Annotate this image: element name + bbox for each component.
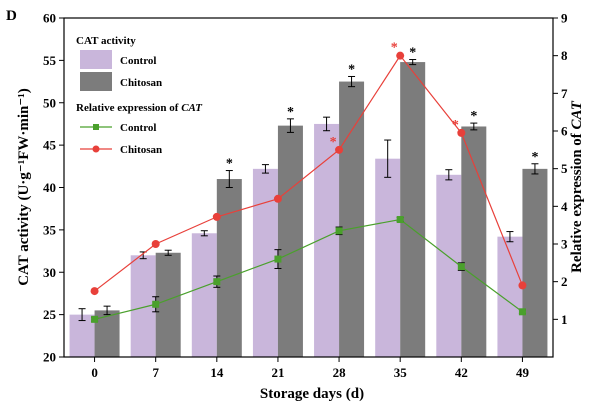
bar-chitosan-14-significance: * <box>226 157 233 172</box>
y2-axis-title-text: Relative expression of <box>569 129 585 272</box>
y-tick-label-55: 55 <box>43 53 57 68</box>
y2-tick-label-8: 8 <box>561 48 568 63</box>
y-tick-label-40: 40 <box>43 180 56 195</box>
line-control-path <box>94 218 523 320</box>
legend-bar-chitosan-swatch <box>80 72 112 91</box>
x-tick-label-28: 28 <box>333 365 347 380</box>
y-tick-label-25: 25 <box>43 307 57 322</box>
point-chitosan-42-significance: * <box>452 118 459 133</box>
bar-control-42 <box>436 174 462 357</box>
point-chitosan-7 <box>151 240 160 248</box>
bar-chitosan-0 <box>94 310 120 357</box>
bar-chitosan-35 <box>400 62 426 357</box>
x-tick-label-35: 35 <box>394 365 408 380</box>
y2-axis-title: Relative expression of CAT <box>569 100 585 273</box>
bar-chitosan-28-significance: * <box>348 62 355 77</box>
point-chitosan-21 <box>273 194 282 203</box>
lines-layer: * * * <box>90 41 527 323</box>
legend-lines-title: Relative expression of CAT <box>76 102 203 114</box>
bar-chitosan-49-significance: * <box>531 150 538 165</box>
line-chitosan-path <box>94 54 523 292</box>
bar-control-21 <box>252 168 278 357</box>
point-control-21 <box>274 255 282 263</box>
bar-chitosan-49 <box>522 168 548 357</box>
point-chitosan-14 <box>212 212 221 221</box>
y-tick-label-35: 35 <box>43 222 57 237</box>
x-tick-label-7: 7 <box>152 365 159 380</box>
bar-control-35 <box>375 158 401 357</box>
y-tick-label-60: 60 <box>43 11 56 26</box>
legend-bars-title: CAT activity <box>76 35 136 47</box>
legend-line-control-label: Control <box>120 122 156 134</box>
bars-layer: * * * * * * <box>69 46 548 357</box>
point-chitosan-0 <box>90 287 99 296</box>
legend-bar-control-label: Control <box>120 55 156 67</box>
bar-control-14 <box>191 233 217 357</box>
bar-control-7 <box>130 255 156 357</box>
x-tick-label-0: 0 <box>91 365 98 380</box>
point-chitosan-35 <box>396 51 405 60</box>
point-chitosan-49 <box>518 281 527 290</box>
bar-chitosan-35-significance: * <box>409 46 416 61</box>
bar-chitosan-42 <box>461 126 487 357</box>
point-control-0 <box>91 315 99 323</box>
y2-tick-label-2: 2 <box>561 274 568 289</box>
point-chitosan-28 <box>335 145 344 154</box>
y-tick-label-50: 50 <box>43 95 56 110</box>
point-chitosan-35-significance: * <box>391 41 398 56</box>
legend-bar-chitosan-label: Chitosan <box>120 77 162 89</box>
bar-chitosan-21-significance: * <box>287 105 294 120</box>
x-tick-label-42: 42 <box>455 365 468 380</box>
bar-chitosan-28 <box>339 81 365 357</box>
y2-tick-label-6: 6 <box>561 124 568 139</box>
x-tick-label-14: 14 <box>210 365 224 380</box>
x-tick-label-49: 49 <box>516 365 530 380</box>
legend-line-chitosan-label: Chitosan <box>120 144 162 156</box>
y-axis-title: CAT activity (U·g⁻¹FW·min⁻¹) <box>16 88 32 286</box>
bar-chitosan-7 <box>155 252 181 357</box>
x-tick-label-21: 21 <box>271 365 284 380</box>
point-control-35 <box>396 216 404 224</box>
point-chitosan-42 <box>457 128 466 137</box>
point-control-42 <box>457 263 465 271</box>
point-control-7 <box>152 300 160 308</box>
panel-label: D <box>6 8 17 24</box>
legend-lines-title-text: Relative expression of <box>76 102 181 114</box>
legend-line-chitosan-marker <box>92 145 100 153</box>
legend-line-control-marker <box>93 124 99 130</box>
legend-lines-title-gene: CAT <box>181 102 203 114</box>
y2-tick-label-9: 9 <box>561 11 568 26</box>
y-tick-label-45: 45 <box>43 138 57 153</box>
y-tick-label-20: 20 <box>43 350 56 365</box>
bar-chitosan-42-significance: * <box>470 109 477 124</box>
x-axis-title: Storage days (d) <box>260 386 364 402</box>
point-control-49 <box>518 308 526 316</box>
point-control-14 <box>213 278 221 286</box>
point-control-28 <box>335 227 343 235</box>
y2-tick-label-7: 7 <box>561 86 568 101</box>
point-chitosan-28-significance: * <box>330 135 337 150</box>
bar-chitosan-21 <box>277 125 303 357</box>
y2-tick-label-4: 4 <box>561 199 568 214</box>
bar-chitosan-14 <box>216 179 242 357</box>
bar-control-0 <box>69 314 95 357</box>
y2-tick-label-1: 1 <box>561 312 568 327</box>
y2-tick-label-3: 3 <box>561 237 568 252</box>
y2-axis-title-gene: CAT <box>569 100 585 129</box>
legend: CAT activity Control Chitosan Relative e… <box>76 35 203 156</box>
y2-tick-label-5: 5 <box>561 161 568 176</box>
y-tick-label-30: 30 <box>43 265 56 280</box>
legend-bar-control-swatch <box>80 50 112 69</box>
